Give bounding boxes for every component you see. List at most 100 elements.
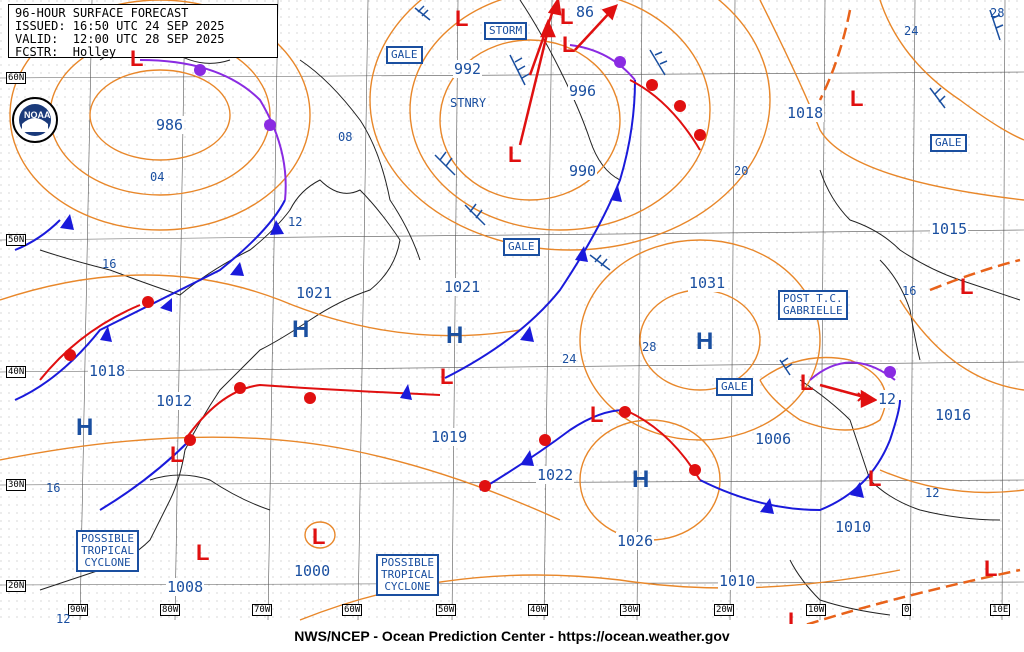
pressure-label: 1018 (786, 104, 825, 122)
ptc-line: POSSIBLE (381, 556, 434, 569)
ptc-line: POSSIBLE (81, 532, 134, 545)
header-issued: ISSUED: 16:50 UTC 24 SEP 2025 (15, 19, 225, 33)
isobar-label: 12 (56, 612, 71, 626)
footer-credit: NWS/NCEP - Ocean Prediction Center - htt… (0, 624, 1024, 652)
gale-warning-box: GALE (503, 238, 540, 256)
isobar-label: 12 (288, 215, 303, 229)
low-pressure-symbol: L (590, 402, 604, 427)
low-pressure-symbol: L (868, 466, 882, 491)
low-pressure-symbol: L (560, 4, 574, 29)
header-forecaster: FCSTR: Holley (15, 45, 117, 59)
pressure-label: 1010 (718, 572, 757, 590)
isobar-label: 04 (150, 170, 165, 184)
isobar-label: 12 (925, 486, 940, 500)
gale-warning-box: GALE (930, 134, 967, 152)
pressure-label: 1026 (616, 532, 655, 550)
low-pressure-symbol: L (196, 540, 210, 565)
pressure-label: 1019 (430, 428, 469, 446)
gale-warning-box: GALE (386, 46, 423, 64)
pressure-label: 1022 (536, 466, 575, 484)
troughs (789, 9, 1021, 632)
post-tc-gabrielle-box: POST T.C. GABRIELLE (778, 290, 848, 320)
ptc-line: TROPICAL (81, 544, 134, 557)
pressure-label: 1021 (295, 284, 334, 302)
pressure-label: 990 (568, 162, 598, 180)
header-title: 96-HOUR SURFACE FORECAST (15, 6, 189, 20)
pressure-label: 996 (568, 82, 598, 100)
isobar-label: 20 (734, 164, 749, 178)
low-pressure-symbol: L (960, 274, 974, 299)
lon-label: 40W (528, 604, 549, 616)
gale-warning-box: GALE (716, 378, 753, 396)
isobar-label: 24 (562, 352, 577, 366)
isobar-label: 08 (338, 130, 353, 144)
high-pressure-symbol: H (696, 328, 714, 355)
pressure-label: 992 (453, 60, 483, 78)
front-pips (60, 56, 896, 514)
low-pressure-symbol: L (800, 370, 814, 395)
pressure-label: 1018 (88, 362, 127, 380)
gale-label: GALE (935, 136, 962, 149)
low-pressure-symbol: L (562, 32, 576, 57)
pressure-label: 1006 (754, 430, 793, 448)
forecast-header: 96-HOUR SURFACE FORECAST ISSUED: 16:50 UT… (8, 4, 278, 59)
pressure-label: 12 (877, 390, 898, 408)
isobar-label: 24 (904, 24, 919, 38)
lon-label: 90W (68, 604, 89, 616)
low-pressure-symbol: L (455, 6, 469, 31)
lat-label: 50N (6, 234, 27, 246)
ptc-line: TROPICAL (381, 568, 434, 581)
isobar-label: 28 (642, 340, 657, 354)
pressure-label: 1015 (930, 220, 969, 238)
lat-label: 60N (6, 72, 27, 84)
possible-tropical-cyclone-box: POSSIBLE TROPICAL CYCLONE (376, 554, 439, 596)
storm-label: STORM (489, 24, 523, 37)
low-pressure-symbol: L (984, 556, 998, 581)
stationary-label: STNRY (450, 96, 487, 110)
lon-label: 70W (252, 604, 273, 616)
low-pressure-symbol: L (170, 442, 184, 467)
ptc-line: CYCLONE (384, 580, 431, 593)
low-pressure-symbol: L (130, 46, 144, 71)
lon-label: 10W (806, 604, 827, 616)
gale-label: GALE (508, 240, 535, 253)
lon-label: 60W (342, 604, 363, 616)
lat-label: 40N (6, 366, 27, 378)
pressure-label: 1016 (934, 406, 973, 424)
wind-barbs (414, 5, 1004, 376)
gale-label: GALE (391, 48, 418, 61)
isobar-label: 16 (102, 257, 117, 271)
lon-label: 80W (160, 604, 181, 616)
post-tc-label: POST T.C. (783, 292, 843, 305)
low-pressure-symbol: L (440, 364, 454, 389)
high-pressure-symbol: H (292, 316, 310, 343)
pressure-label: 1021 (443, 278, 482, 296)
lon-label: 20W (714, 604, 735, 616)
pressure-label: 86 (575, 3, 596, 21)
low-markers (857, 392, 867, 402)
noaa-logo-text: NOAA (24, 110, 51, 120)
lon-label: 0 (902, 604, 912, 616)
pressure-label: 1010 (834, 518, 873, 536)
pressure-label: 1012 (155, 392, 194, 410)
lon-label: 10E (990, 604, 1011, 616)
isobar-label: 16 (46, 481, 61, 495)
header-valid: VALID: 12:00 UTC 28 SEP 2025 (15, 32, 225, 46)
ptc-line: CYCLONE (84, 556, 131, 569)
high-pressure-symbol: H (446, 322, 464, 349)
low-pressure-symbol: L (312, 524, 326, 549)
isobar-label: 28 (990, 6, 1005, 20)
pressure-label: 1000 (293, 562, 332, 580)
low-pressure-symbol: L (508, 142, 522, 167)
pressure-label: 1008 (166, 578, 205, 596)
pressure-label: 986 (155, 116, 185, 134)
low-pressure-symbol: L (850, 86, 864, 111)
cold-fronts (14, 79, 901, 512)
isobar-label: 16 (902, 284, 917, 298)
high-pressure-symbol: H (76, 414, 94, 441)
storm-warning-box: STORM (484, 22, 528, 40)
pressure-label: 1031 (688, 274, 727, 292)
